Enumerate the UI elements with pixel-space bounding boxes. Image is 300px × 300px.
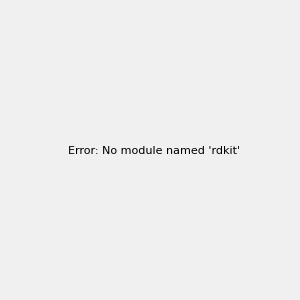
Text: Error: No module named 'rdkit': Error: No module named 'rdkit' — [68, 146, 240, 157]
